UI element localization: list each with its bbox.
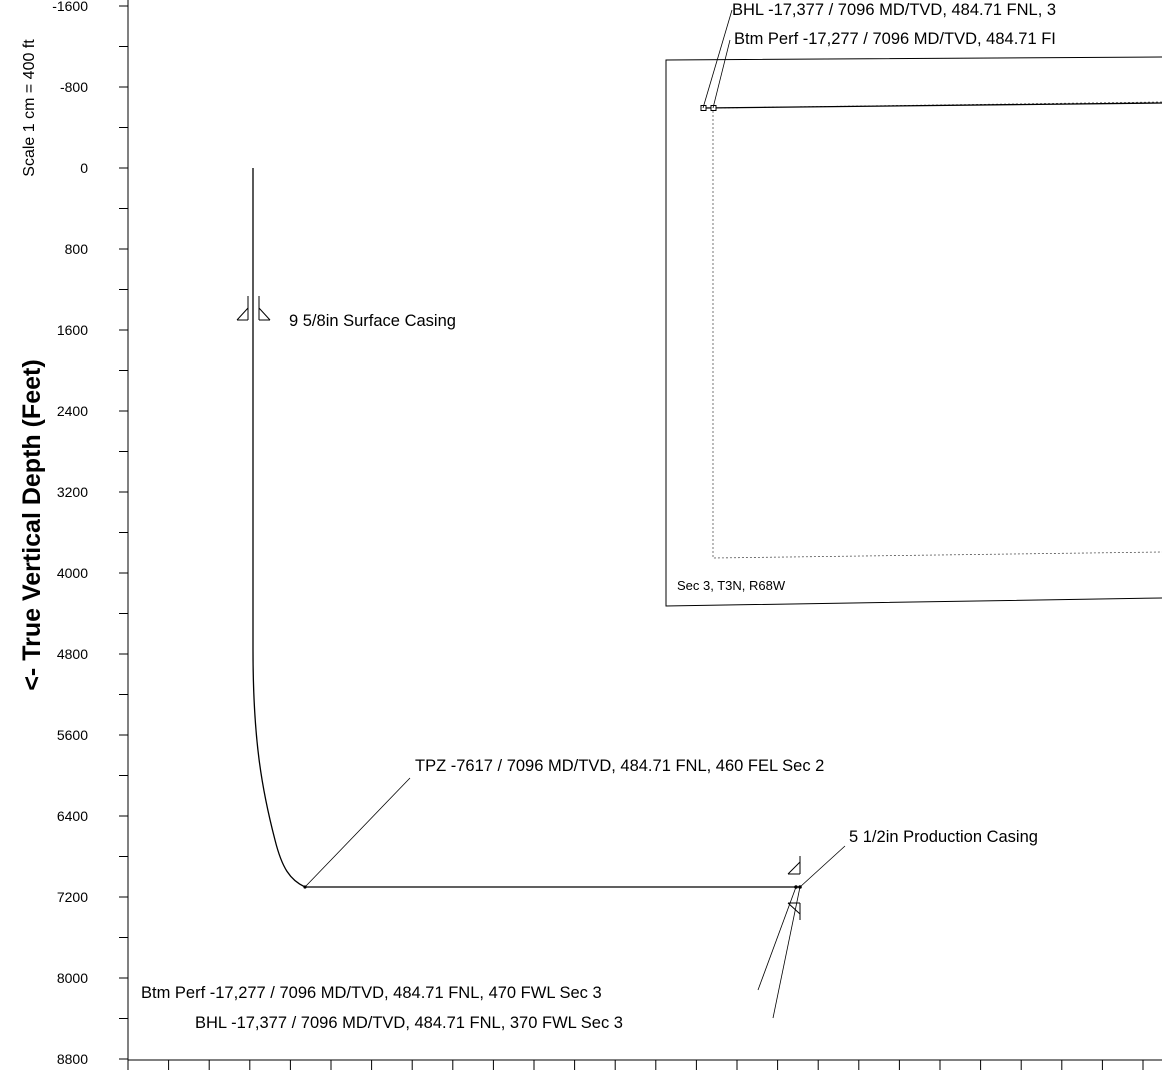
y-tick-label: 6400 xyxy=(57,808,88,824)
production-casing-marker xyxy=(787,856,801,920)
y-tick-label: -800 xyxy=(60,79,88,95)
section-boundary xyxy=(712,101,1162,559)
production-casing-leader xyxy=(799,845,846,888)
y-tick-label: 1600 xyxy=(57,322,88,338)
btm-perf-leader xyxy=(757,886,797,991)
y-tick-label: 800 xyxy=(65,241,89,257)
inset-btm-perf-leader xyxy=(712,39,731,109)
bhl-leader xyxy=(772,886,801,1019)
well-path xyxy=(252,168,800,888)
btm-perf-label: Btm Perf -17,277 / 7096 MD/TVD, 484.71 F… xyxy=(141,984,602,1002)
inset-btm-perf-label: Btm Perf -17,277 / 7096 MD/TVD, 484.71 F… xyxy=(734,30,1056,48)
tpz-point xyxy=(303,885,307,889)
surface-casing-label: 9 5/8in Surface Casing xyxy=(289,312,456,330)
bhl-label: BHL -17,377 / 7096 MD/TVD, 484.71 FNL, 3… xyxy=(195,1014,623,1032)
y-tick-label: -1600 xyxy=(52,0,88,14)
y-tick-label: 8800 xyxy=(57,1051,88,1067)
y-tick-label: 2400 xyxy=(57,403,88,419)
inset-bhl-leader xyxy=(702,9,733,109)
y-tick-label: 4800 xyxy=(57,646,88,662)
y-tick-label: 0 xyxy=(80,160,88,176)
scale-note: Scale 1 cm = 400 ft xyxy=(21,39,38,177)
y-tick-label: 4000 xyxy=(57,565,88,581)
y-tick-label: 7200 xyxy=(57,889,88,905)
y-tick-label: 5600 xyxy=(57,727,88,743)
surface-casing-marker xyxy=(236,296,271,321)
plan-view-inset: BHL -17,377 / 7096 MD/TVD, 484.71 FNL, 3… xyxy=(665,1,1162,607)
inset-lateral-path xyxy=(702,102,1162,109)
inset-section-label: Sec 3, T3N, R68W xyxy=(677,578,786,593)
tpz-label: TPZ -7617 / 7096 MD/TVD, 484.71 FNL, 460… xyxy=(415,757,824,775)
production-casing-label: 5 1/2in Production Casing xyxy=(849,828,1038,846)
y-tick-label: 3200 xyxy=(57,484,88,500)
inset-frame xyxy=(665,56,1162,607)
y-tick-label: 8000 xyxy=(57,970,88,986)
y-axis-title: <- True Vertical Depth (Feet) xyxy=(18,359,46,690)
x-axis-ticks xyxy=(127,1060,1144,1070)
tpz-leader xyxy=(304,777,411,888)
y-axis-ticks: -1600 -800 0 800 1600 2400 3200 4000 4800 5600 640… xyxy=(52,0,128,1067)
inset-bhl-label: BHL -17,377 / 7096 MD/TVD, 484.71 FNL, 3 xyxy=(732,1,1056,19)
